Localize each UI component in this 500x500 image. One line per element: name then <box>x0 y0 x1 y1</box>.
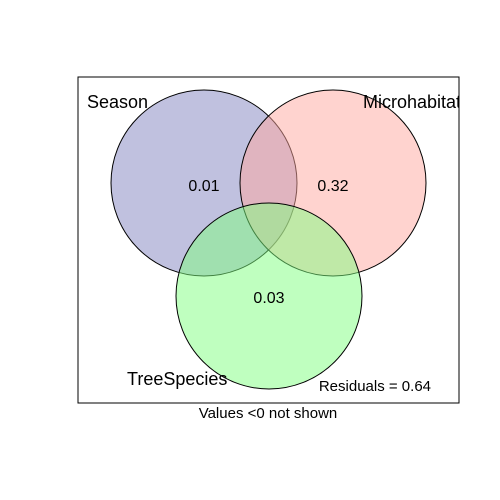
microhabitat-label: Microhabitat <box>363 92 461 112</box>
treespecies-circle <box>175 202 363 390</box>
season-only-value: 0.01 <box>188 178 219 195</box>
plot-frame <box>77 76 460 404</box>
footnote: Values <0 not shown <box>199 405 338 422</box>
treespecies-label: TreeSpecies <box>127 369 227 389</box>
microhabitat-only-value: 0.32 <box>317 178 348 195</box>
circles-group: Season Microhabitat TreeSpecies <box>87 89 461 390</box>
treespecies-only-value: 0.03 <box>253 290 284 307</box>
residuals-label: Residuals = 0.64 <box>319 378 431 395</box>
season-label: Season <box>87 92 148 112</box>
